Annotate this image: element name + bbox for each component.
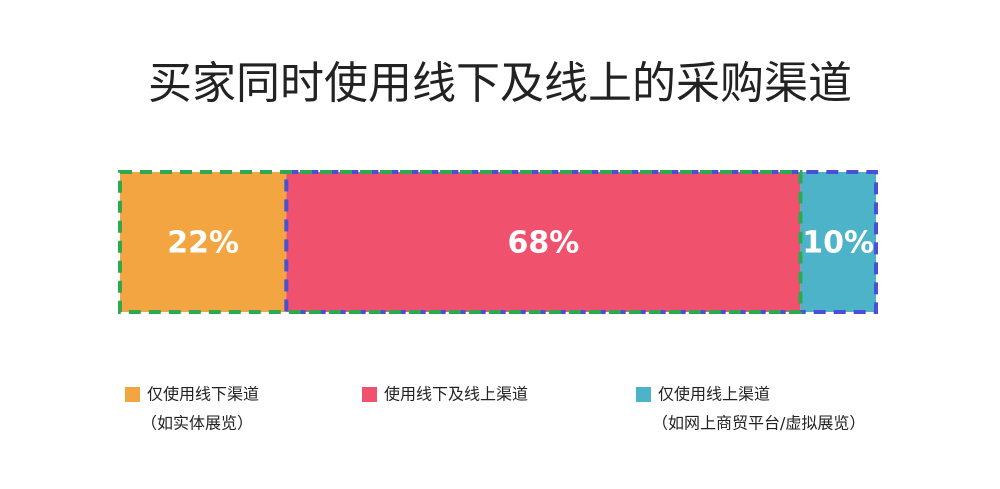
legend-swatch (362, 387, 377, 402)
group-outline (284, 170, 878, 314)
group-outline (118, 170, 803, 314)
legend-label: 仅使用线上渠道 (658, 385, 770, 404)
bar-segment (120, 172, 287, 312)
value-label: 10% (802, 226, 874, 261)
legend-note: （如实体展览） (141, 414, 253, 433)
legend-label: 使用线下及线上渠道 (384, 385, 528, 404)
value-label: 68% (507, 226, 579, 261)
legend-label: 仅使用线下渠道 (147, 385, 259, 404)
value-label: 22% (167, 226, 239, 261)
legend-swatch (636, 387, 651, 402)
chart-title: 买家同时使用线下及线上的采购渠道 (148, 58, 852, 109)
legend-swatch (125, 387, 140, 402)
bar-segment (800, 172, 876, 312)
legend-note: （如网上商贸平台/虚拟展览） (652, 414, 865, 433)
bar-segment (286, 172, 801, 312)
